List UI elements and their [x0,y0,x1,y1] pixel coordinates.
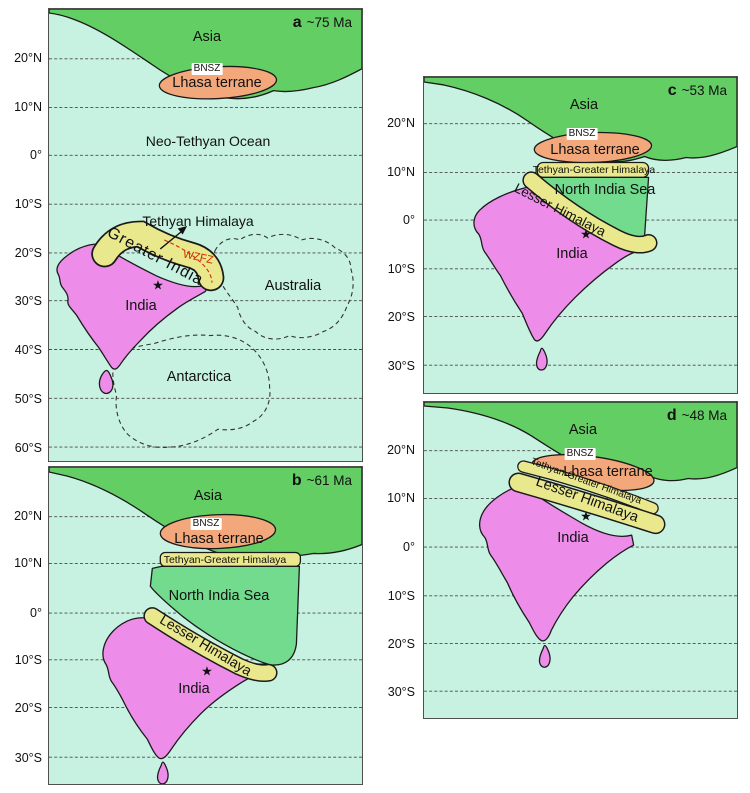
australia-outline [213,233,354,340]
lat-label: 10°S [387,262,415,276]
lhasa-terrane-label: Lhasa terrane [172,74,262,91]
latitude-axis-c: 20°N 10°N 0° 10°S 20°S 30°S [373,76,415,394]
lat-label: 30°S [387,359,415,373]
lat-label: 0° [30,606,42,620]
neo-tethyan-ocean-label: Neo-Tethyan Ocean [145,133,271,149]
lhasa-terrane-shape [159,513,277,550]
north-india-sea-label: North India Sea [554,181,656,198]
lat-label: 20°S [14,246,42,260]
latitude-axis-a: 20°N 10°N 0° 10°S 20°S 30°S 40°S 50°S 60°S [0,8,42,462]
panel-letter: b [291,472,302,489]
panel-c-map [424,77,737,371]
lesser-himalaya-band [509,474,664,533]
bnsz-label: BNSZ [566,128,598,140]
india-label: India [178,680,210,697]
lat-label: 10°S [14,197,42,211]
sample-star: ★ [152,277,164,293]
antarctica-label: Antarctica [166,368,232,385]
lat-label: 20°S [387,637,415,651]
lesser-himalaya-band [523,172,657,253]
asia-label: Asia [568,421,598,438]
tethyan-himalaya-arrow [159,226,188,250]
panel-age: ~61 Ma [306,473,352,488]
tethyan-greater-himalaya-label: Tethyan-Greater Himalaya [532,163,656,176]
india-landmass [478,484,635,642]
lat-label: 10°S [387,589,415,603]
asia-label: Asia [192,28,222,45]
panel-letter: a [292,14,302,31]
sample-star: ★ [580,508,592,524]
lat-label: 0° [403,540,415,554]
panel-age: ~75 Ma [306,15,352,30]
panel-age: ~48 Ma [681,408,727,423]
australia-label: Australia [264,277,322,294]
panel-c: c ~53 Ma Asia BNSZ Lhasa terrane Tethyan-… [423,76,738,394]
lat-label: 0° [30,148,42,162]
sample-star: ★ [580,226,592,242]
bnsz-label: BNSZ [564,448,596,460]
lhasa-terrane-label: Lhasa terrane [550,141,640,158]
lat-label: 10°N [387,165,415,179]
lat-label: 30°S [387,685,415,699]
panel-letter: c [667,82,677,99]
panel-d-map [424,402,737,692]
panel-b-map [49,467,362,784]
lhasa-terrane-label: Lhasa terrane [563,463,653,480]
panel-c-title: c ~53 Ma [668,82,727,100]
panel-a-title: a ~75 Ma [293,14,352,32]
lesser-himalaya-band [144,608,277,681]
lat-label: 40°S [14,343,42,357]
tethyan-himalaya-label: Tethyan Himalaya [142,213,254,229]
lat-label: 20°N [387,443,415,457]
lat-label: 60°S [14,441,42,455]
greater-india-band [92,222,223,290]
tethyan-greater-himalaya-band [518,461,658,514]
india-label: India [557,529,589,546]
asia-label: Asia [569,96,599,113]
lat-label: 20°S [14,701,42,715]
lat-label: 20°N [387,116,415,130]
sample-star: ★ [201,663,213,679]
bnsz-label: BNSZ [191,63,223,75]
panel-a-map [49,9,362,448]
sri-lanka-shape [535,347,548,371]
panel-letter: d [666,407,677,424]
india-landmass [102,615,269,760]
latitude-axis-d: 20°N 10°N 0° 10°S 20°S 30°S [373,401,415,719]
lat-label: 20°S [387,310,415,324]
lat-label: 20°N [14,51,42,65]
india-label: India [556,245,588,262]
lat-label: 30°S [14,751,42,765]
lat-label: 10°N [14,556,42,570]
latitude-axis-b: 20°N 10°N 0° 10°S 20°S 30°S [0,466,42,785]
bnsz-label: BNSZ [190,518,222,530]
india-label: India [125,297,157,314]
panel-age: ~53 Ma [681,83,727,98]
antarctica-outline [112,334,271,448]
panel-a: a ~75 Ma Asia BNSZ Lhasa terrane Neo-Teth… [48,8,363,462]
panel-b: b ~61 Ma Asia BNSZ Lhasa terrane Tethyan-… [48,466,363,785]
lat-label: 30°S [14,294,42,308]
tethyan-greater-himalaya-label: Tethyan-Greater Himalaya [163,553,287,566]
lat-label: 50°S [14,392,42,406]
north-india-sea-shape [149,565,301,666]
panel-b-title: b ~61 Ma [292,472,352,490]
sri-lanka-shape [156,761,169,784]
lat-label: 0° [403,213,415,227]
lat-label: 10°S [14,653,42,667]
lat-label: 10°N [14,100,42,114]
north-india-sea-label: North India Sea [168,587,270,604]
lat-label: 10°N [387,491,415,505]
sri-lanka-shape [98,369,114,395]
wzfz-fracture-line [164,239,213,283]
panel-d-title: d ~48 Ma [667,407,727,425]
lat-label: 20°N [14,509,42,523]
asia-label: Asia [193,487,223,504]
lhasa-terrane-label: Lhasa terrane [174,530,264,547]
sri-lanka-shape [538,644,551,668]
panel-d: d ~48 Ma Asia BNSZ Lhasa terrane Tethyan-… [423,401,738,719]
